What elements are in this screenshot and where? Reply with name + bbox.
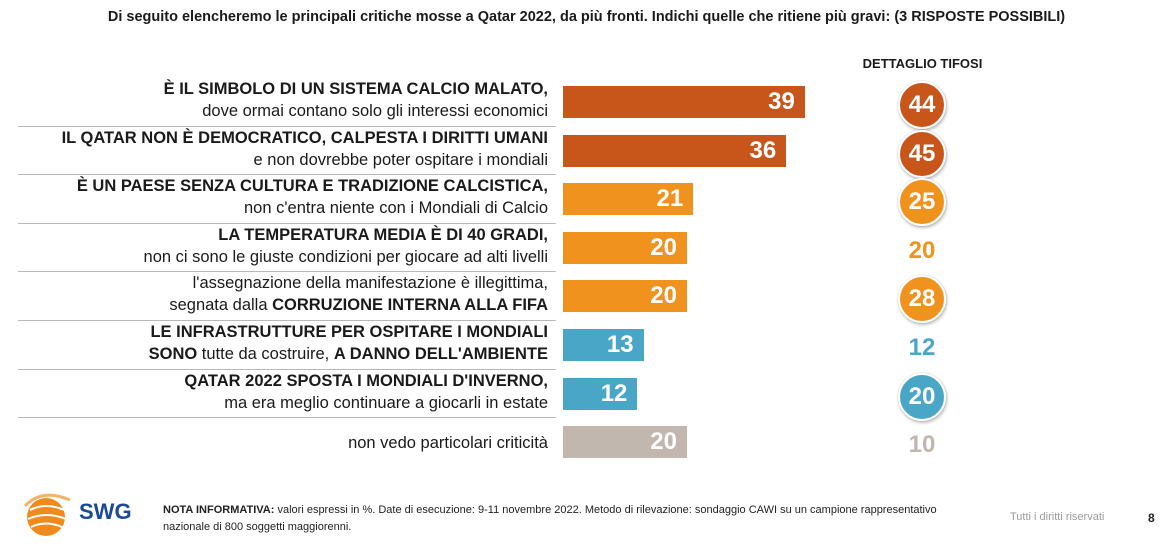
category-label-line: l'assegnazione della manifestazione è il…	[169, 272, 548, 294]
tifosi-value: 44	[908, 91, 936, 118]
chart-row: LE INFRASTRUTTURE PER OSPITARE I MONDIAL…	[0, 321, 1173, 370]
row-divider	[18, 417, 556, 419]
bar-value-label: 20	[650, 233, 677, 261]
bar-value-label: 12	[600, 379, 628, 407]
chart-row: QATAR 2022 SPOSTA I MONDIALI D'INVERNO, m…	[0, 370, 1173, 421]
bar-value-label: 20	[650, 428, 677, 456]
row-divider	[18, 125, 556, 127]
category-label-segment: È UN PAESE SENZA CULTURA E TRADIZIONE CA…	[76, 177, 548, 196]
category-label-segment: SONO	[148, 345, 198, 363]
bar: 39	[563, 86, 805, 118]
bar: 20	[563, 426, 687, 459]
footer-note-text: valori espressi in %. Date di esecuzione…	[163, 504, 937, 533]
category-label-line: dove ormai contano solo gli interessi ec…	[164, 100, 548, 122]
category-label-line: LA TEMPERATURA MEDIA È DI 40 GRADI,	[144, 224, 548, 246]
bar: 12	[563, 377, 638, 410]
category-label-line: segnata dalla CORRUZIONE INTERNA ALLA FI…	[169, 294, 548, 316]
category-label-line: IL QATAR NON È DEMOCRATICO, CALPESTA I D…	[62, 127, 548, 149]
category-label-segment: ma era meglio continuare a giocarli in e…	[224, 393, 548, 412]
row-divider	[18, 222, 556, 224]
tifosi-circle	[898, 129, 946, 178]
category-label-line: e non dovrebbe poter ospitare i mondiali	[62, 149, 548, 171]
footer-rights: Tutti i diritti riservati	[1010, 511, 1105, 523]
tifosi-circle	[898, 178, 946, 227]
row-divider	[18, 368, 556, 370]
tifosi-value: 20	[908, 382, 936, 410]
category-label: LA TEMPERATURA MEDIA È DI 40 GRADI, non c…	[144, 224, 548, 268]
bar: 13	[563, 329, 644, 361]
category-label-line: ma era meglio continuare a giocarli in e…	[184, 392, 548, 414]
category-label: È IL SIMBOLO DI UN SISTEMA CALCIO MALATO…	[164, 78, 548, 122]
category-label-line: È IL SIMBOLO DI UN SISTEMA CALCIO MALATO…	[164, 78, 548, 100]
category-label-segment: non ci sono le giuste condizioni per gio…	[143, 247, 548, 266]
bar-value-label: 13	[606, 331, 634, 358]
category-label: LE INFRASTRUTTURE PER OSPITARE I MONDIAL…	[149, 321, 548, 365]
category-label-segment: È IL SIMBOLO DI UN SISTEMA CALCIO MALATO…	[163, 80, 548, 98]
chart-row: IL QATAR NON È DEMOCRATICO, CALPESTA I D…	[0, 127, 1173, 178]
category-label-segment: LE INFRASTRUTTURE PER OSPITARE I MONDIAL…	[150, 323, 548, 341]
category-label-segment: segnata dalla	[169, 296, 273, 315]
row-divider	[18, 174, 556, 176]
row-divider	[18, 271, 556, 273]
bar-value-label: 20	[650, 282, 677, 310]
tifosi-value: 25	[908, 188, 936, 216]
footer-note-label: NOTA INFORMATIVA:	[163, 504, 275, 516]
swg-logo: SWG	[22, 490, 162, 540]
bar-value-label: 39	[768, 88, 795, 115]
chart-row: È IL SIMBOLO DI UN SISTEMA CALCIO MALATO…	[0, 78, 1173, 129]
chart-row: LA TEMPERATURA MEDIA È DI 40 GRADI, non c…	[0, 224, 1173, 273]
bar: 21	[563, 183, 694, 216]
bar: 20	[563, 231, 687, 264]
logo-text: SWG	[79, 499, 132, 524]
category-label-line: LE INFRASTRUTTURE PER OSPITARE I MONDIAL…	[149, 321, 548, 343]
category-label-line: non c'entra niente con i Mondiali di Cal…	[77, 197, 548, 219]
category-label-segment: QATAR 2022 SPOSTA I MONDIALI D'INVERNO,	[184, 371, 548, 390]
tifosi-circle	[898, 81, 946, 129]
category-label-line: SONO tutte da costruire, A DANNO DELL'AM…	[149, 343, 548, 365]
category-label-segment: e non dovrebbe poter ospitare i mondiali	[253, 150, 548, 169]
category-label-line: QATAR 2022 SPOSTA I MONDIALI D'INVERNO,	[184, 370, 548, 392]
category-label-segment: CORRUZIONE INTERNA ALLA FIFA	[272, 296, 548, 315]
category-label-segment: l'assegnazione della manifestazione è il…	[192, 274, 548, 293]
footer-note: NOTA INFORMATIVA: valori espressi in %. …	[163, 502, 953, 536]
page-number: 8	[1148, 511, 1155, 525]
question-title: Di seguito elencheremo le principali cri…	[107, 9, 1066, 25]
category-label: IL QATAR NON È DEMOCRATICO, CALPESTA I D…	[62, 127, 548, 171]
chart-row: l'assegnazione della manifestazione è il…	[0, 272, 1173, 324]
bar-value-label: 21	[656, 185, 684, 213]
category-label-segment: LA TEMPERATURA MEDIA È DI 40 GRADI,	[218, 225, 548, 244]
tifosi-value: 45	[908, 139, 936, 167]
category-label-line: non vedo particolari criticità	[348, 432, 548, 454]
category-label-line: non ci sono le giuste condizioni per gio…	[144, 246, 548, 268]
category-label-segment: IL QATAR NON È DEMOCRATICO, CALPESTA I D…	[61, 128, 548, 147]
category-label-segment: non vedo particolari criticità	[348, 434, 548, 453]
category-label-segment: A DANNO DELL'AMBIENTE	[333, 345, 548, 363]
category-label-segment: dove ormai contano solo gli interessi ec…	[202, 102, 548, 120]
detail-header: DETTAGLIO TIFOSI	[862, 56, 983, 71]
bar-value-label: 36	[749, 136, 777, 164]
tifosi-value: 28	[908, 285, 936, 313]
tifosi-circle	[898, 275, 946, 324]
category-label: QATAR 2022 SPOSTA I MONDIALI D'INVERNO, m…	[184, 370, 548, 414]
category-label-segment: tutte da costruire,	[197, 345, 334, 363]
category-label-segment: non c'entra niente con i Mondiali di Cal…	[244, 199, 548, 218]
swg-globe-icon	[23, 493, 71, 536]
category-label: non vedo particolari criticità	[348, 432, 548, 454]
category-label-line: È UN PAESE SENZA CULTURA E TRADIZIONE CA…	[77, 175, 548, 197]
chart-row: È UN PAESE SENZA CULTURA E TRADIZIONE CA…	[0, 175, 1173, 227]
category-label: È UN PAESE SENZA CULTURA E TRADIZIONE CA…	[77, 175, 548, 219]
tifosi-value: 12	[908, 334, 936, 361]
bar: 20	[563, 280, 687, 313]
tifosi-circle	[898, 372, 946, 421]
tifosi-value: 20	[908, 236, 936, 264]
category-label: l'assegnazione della manifestazione è il…	[169, 272, 548, 316]
tifosi-value: 10	[908, 431, 936, 459]
chart-row: non vedo particolari criticità 20 10	[0, 418, 1173, 467]
row-divider	[18, 320, 556, 321]
bar: 36	[563, 134, 787, 167]
